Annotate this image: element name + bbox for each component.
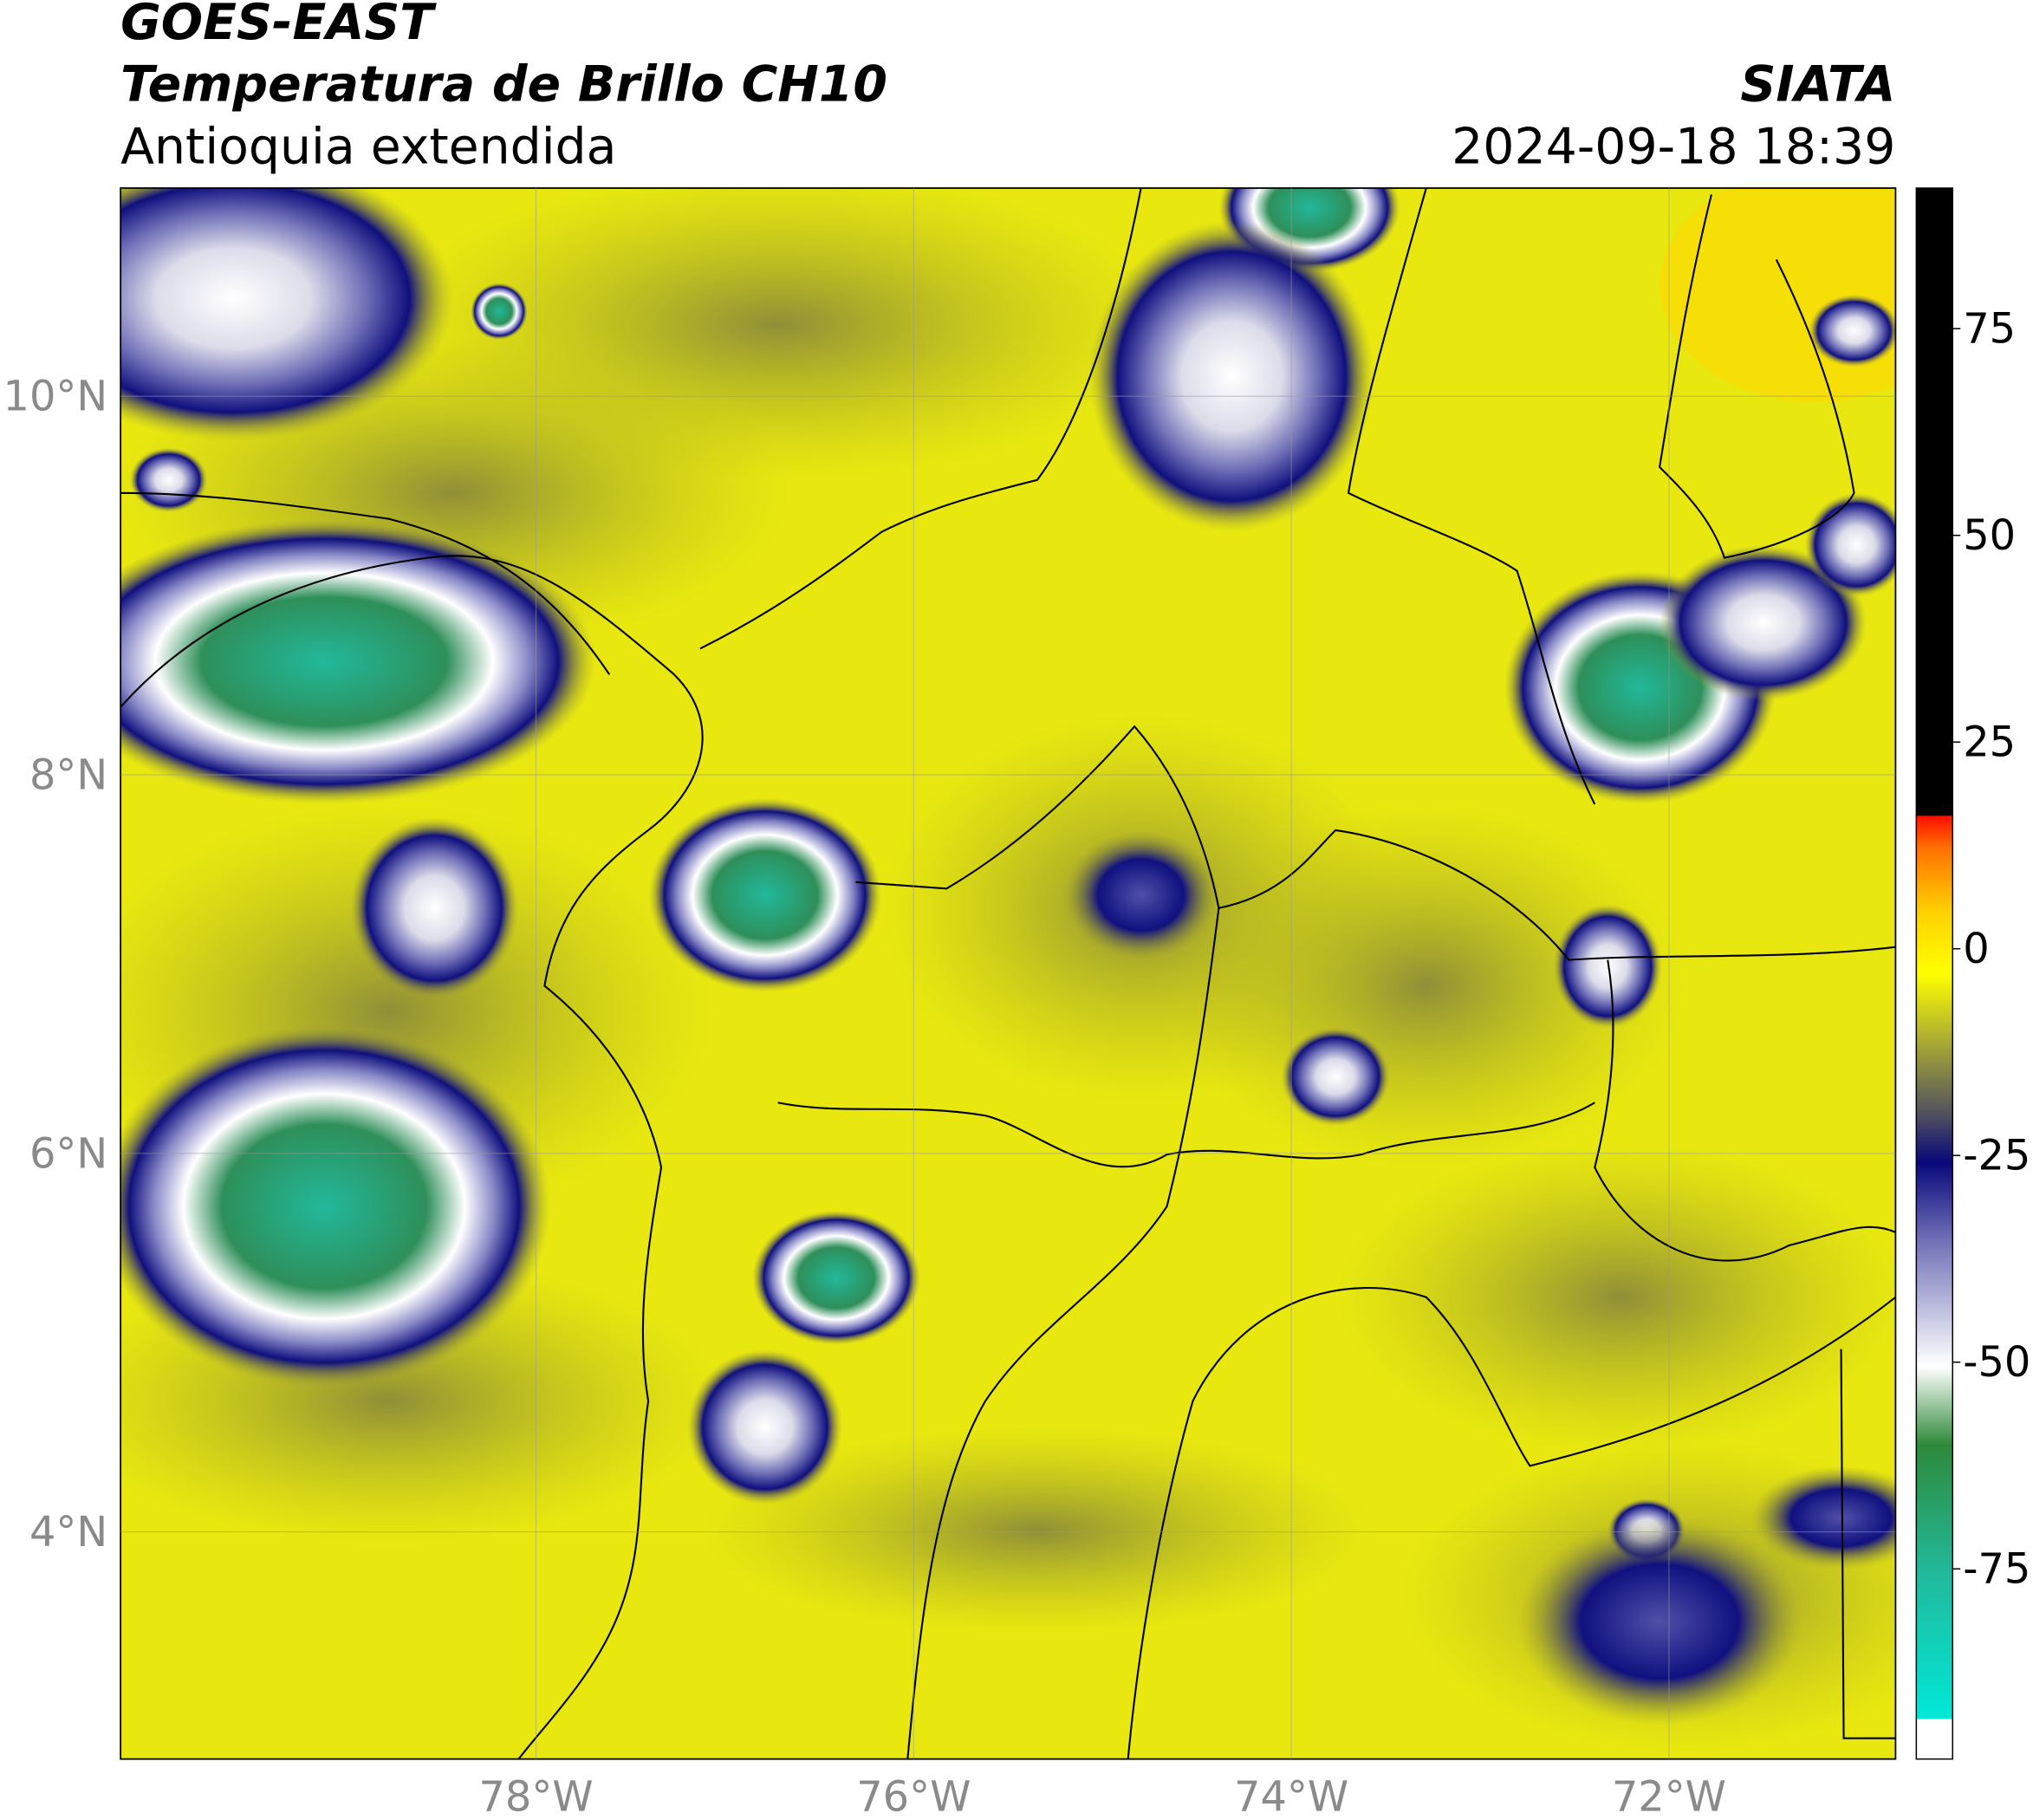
organization: SIATA — [1740, 56, 1895, 114]
lat-tick-label: 10°N — [3, 374, 108, 421]
region-subtitle: Antioquia extendida — [120, 119, 616, 176]
datetime: 2024-09-18 18:39 — [1452, 119, 1895, 176]
lat-tick-label: 8°N — [29, 751, 107, 799]
colorbar-tick-label: 50 — [1963, 512, 2016, 560]
lon-tick-label: 74°W — [1234, 1774, 1348, 1820]
satellite-title: GOES-EAST — [120, 0, 437, 51]
lon-tick-label: 76°W — [856, 1774, 971, 1820]
colorbar-tick-label: 25 — [1963, 719, 2016, 767]
colorbar-tick-label: -50 — [1963, 1339, 2030, 1387]
lat-tick-label: 4°N — [29, 1509, 107, 1557]
satellite-image — [120, 188, 1896, 1759]
colorbar — [1915, 187, 1953, 1760]
product-title: Temperatura de Brillo CH10 — [120, 56, 887, 114]
axes: 78°W 76°W 74°W 72°W 10°N 8°N 6°N 4°N 75 50 25 0 -25 -… — [3, 188, 2030, 1820]
lon-tick-label: 72°W — [1612, 1774, 1726, 1820]
colorbar-tick-label: -25 — [1963, 1133, 2030, 1180]
colorbar-tick-label: -75 — [1963, 1546, 2030, 1594]
lon-tick-label: 78°W — [478, 1774, 593, 1820]
map-frame — [120, 187, 1897, 1760]
colorbar-tick-label: 0 — [1963, 926, 1989, 973]
lat-tick-label: 6°N — [29, 1130, 107, 1178]
colorbar-tick-label: 75 — [1963, 306, 2016, 354]
